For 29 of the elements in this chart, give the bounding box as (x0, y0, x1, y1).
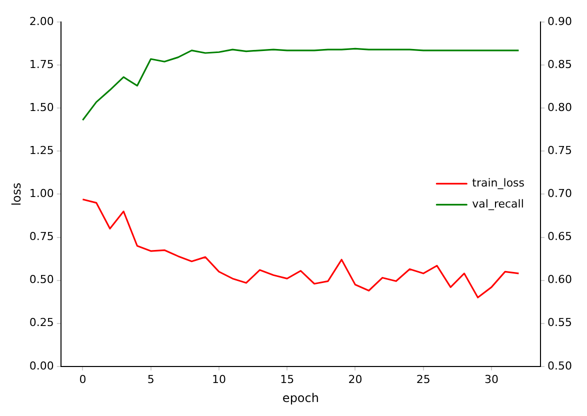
y2-tick-label: 0.55 (548, 316, 572, 330)
y-tick-label: 1.75 (29, 58, 54, 71)
x-tick-label: 5 (147, 372, 154, 386)
y-tick-label: 1.00 (29, 187, 54, 200)
y-tick-label: 0.00 (29, 359, 54, 372)
x-tick-label: 15 (280, 372, 294, 386)
y2-tick-label: 0.85 (548, 58, 572, 71)
y2-tick-label: 0.90 (548, 14, 572, 28)
y-tick-label: 0.75 (29, 230, 54, 244)
legend-label: val_recall (472, 198, 524, 211)
x-axis-title: epoch (282, 390, 319, 405)
y2-tick-label: 0.65 (548, 230, 572, 244)
x-tick-label: 30 (484, 372, 498, 386)
y2-tick-label: 0.80 (548, 100, 572, 114)
x-tick-label: 25 (416, 372, 430, 386)
y2-tick-label: 0.60 (548, 273, 572, 286)
y-tick-label: 1.25 (29, 144, 54, 158)
y-tick-label: 0.50 (29, 273, 54, 286)
y-tick-label: 0.25 (29, 316, 54, 330)
x-tick-label: 0 (79, 372, 86, 386)
y2-tick-label: 0.75 (548, 144, 572, 158)
y2-tick-label: 0.70 (548, 187, 572, 200)
legend-label: train_loss (472, 176, 525, 190)
x-tick-label: 20 (348, 372, 362, 386)
y2-tick-label: 0.50 (548, 359, 572, 372)
y-tick-label: 1.50 (29, 100, 54, 114)
x-tick-label: 10 (212, 372, 226, 386)
y-tick-label: 2.00 (29, 14, 54, 28)
y-axis-title: loss (9, 182, 24, 206)
